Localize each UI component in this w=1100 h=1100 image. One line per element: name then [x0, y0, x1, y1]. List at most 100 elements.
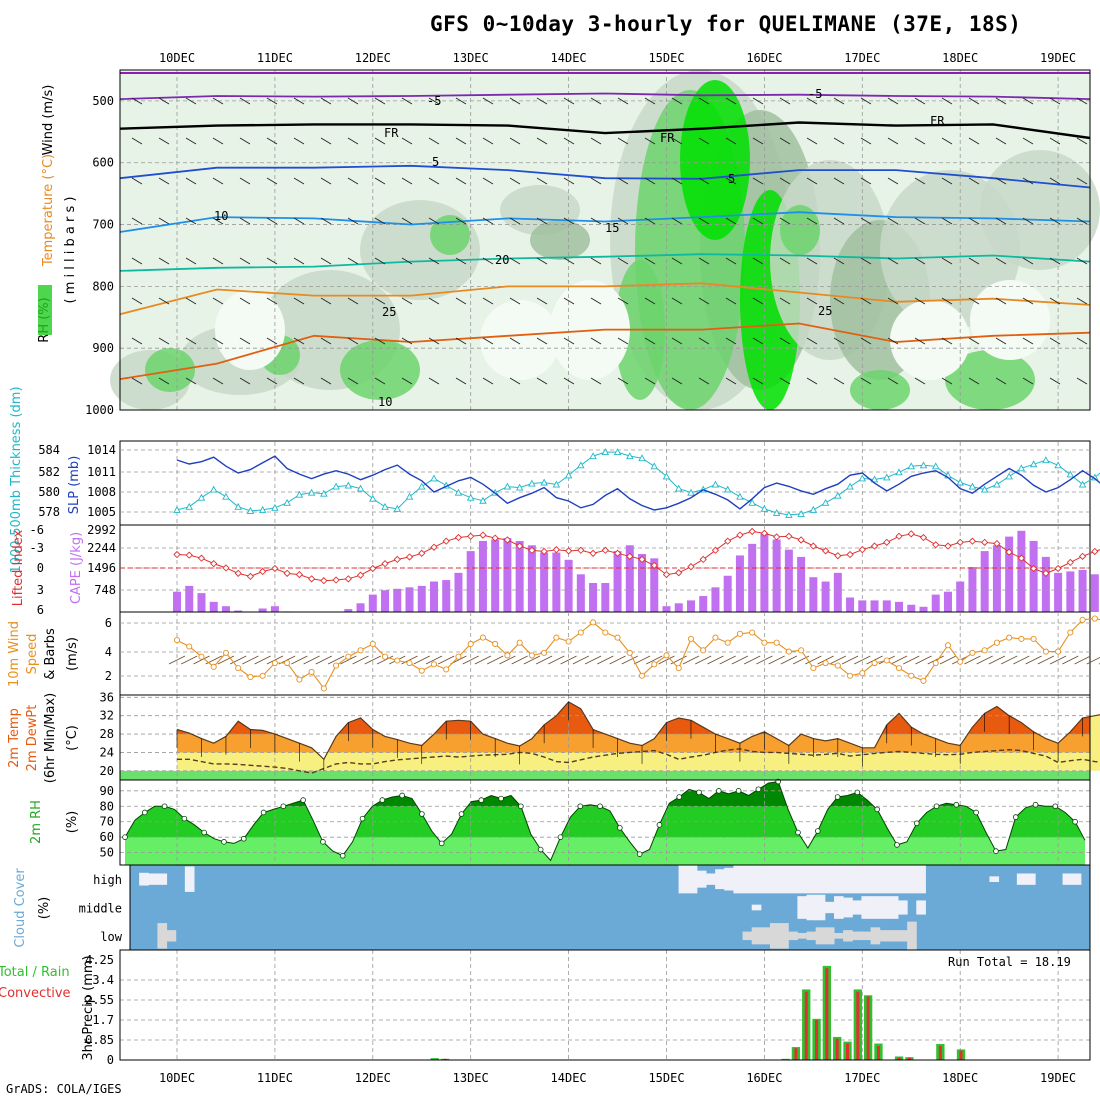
upper-wind-barb [509, 97, 521, 105]
cloud-high-cell [1026, 873, 1036, 885]
rh2m-point [636, 851, 643, 857]
upper-wind-barb [509, 377, 521, 385]
thickness-point [222, 492, 230, 500]
lifted-index-point [210, 560, 218, 568]
wind10m-point [908, 672, 915, 679]
lifted-index-point [601, 546, 609, 554]
upper-wind-barb [212, 137, 224, 145]
upper-wind-barb [320, 257, 332, 265]
upper-wind-barb [644, 97, 656, 105]
lifted-index-point [307, 575, 316, 583]
upper-wind-barb [644, 177, 656, 185]
upper-wind-barb [590, 377, 602, 385]
lifted-index-point [662, 570, 671, 579]
wind10m-barb [1086, 656, 1100, 665]
cloud-high-cell [989, 876, 1000, 882]
thickness-point [430, 474, 438, 482]
upper-wind-barb [887, 137, 899, 145]
wind10m-point [920, 677, 927, 684]
thickness-ytick: 582 [38, 465, 60, 479]
cape-bar [870, 600, 879, 612]
upper-wind-barb [968, 97, 980, 105]
thickness-point [454, 488, 463, 496]
upper-wind-barb [455, 217, 467, 225]
upper-wind-barb [590, 337, 602, 345]
upper-wind-barb [1022, 257, 1034, 265]
thickness-ytick: 578 [38, 505, 60, 519]
upper-wind-barb [725, 297, 737, 305]
wind10m-point [406, 659, 413, 667]
upper-wind-barb [968, 217, 980, 225]
wind10m-barb [560, 655, 577, 665]
wind10m-point [430, 661, 438, 668]
precip-conv-bar [866, 996, 870, 1060]
top-date-label: 19DEC [1040, 51, 1076, 65]
isotherm-line [119, 282, 1091, 316]
wind10m-point [1018, 635, 1025, 642]
bottom-date-label: 19DEC [1040, 1071, 1076, 1085]
cape-ylabel-li: Lifted Index [11, 529, 26, 606]
wind10m-point [675, 665, 682, 672]
upper-wind-barb [941, 217, 953, 225]
thickness-point [638, 454, 646, 462]
upper-wind-barb [158, 177, 170, 185]
rh2m-point [557, 834, 564, 840]
thickness-point [980, 485, 989, 493]
lifted-index-point [919, 533, 928, 542]
upper-wind-barb [563, 137, 575, 145]
thickness-point [870, 475, 879, 483]
wind10m-point [553, 634, 560, 641]
rh2m-point [339, 852, 346, 859]
thickness-point [931, 462, 940, 470]
upper-ylabel-wind: Wind (m/s) [41, 85, 56, 156]
lifted-index-point [381, 560, 389, 568]
wind10m-point [957, 658, 964, 665]
upper-wind-barb [266, 257, 278, 265]
precip-conv-bar [856, 991, 860, 1060]
upper-wind-barb [293, 297, 305, 305]
wind10m-point [944, 642, 952, 649]
wind10m-point [357, 647, 364, 654]
dewpt2m-line [177, 748, 1100, 774]
rh2m-ylabel: 2m RH [29, 800, 44, 844]
upper-wind-barb [455, 257, 467, 265]
upper-wind-barb [617, 297, 629, 305]
temp-ytick: 28 [100, 727, 114, 741]
upper-wind-barb [131, 137, 143, 145]
upper-wind-barb [158, 217, 170, 225]
cloud-level-label: low [100, 930, 122, 944]
thickness-ytick: 580 [38, 485, 60, 499]
cape-bar [760, 533, 769, 612]
rh2m-area-dark [125, 781, 1085, 807]
wind10m-point [235, 665, 242, 672]
rh2m-point [617, 825, 623, 831]
wind10m-barb [168, 655, 186, 665]
temp-area-mid [177, 701, 1090, 753]
rh2m-point [795, 829, 801, 836]
wind10m-point [1030, 635, 1037, 642]
cloud-low-cell [815, 927, 826, 945]
upper-wind-barb [833, 217, 845, 225]
wind10m-barb [572, 655, 590, 665]
lifted-index-point [760, 529, 769, 537]
lifted-index-point [271, 564, 279, 573]
upper-wind-barb [158, 97, 170, 105]
upper-wind-barb [941, 257, 953, 265]
top-date-label: 14DEC [551, 51, 587, 65]
lifted-index-point [589, 549, 597, 557]
upper-wind-barb [725, 177, 737, 185]
lifted-index-point [1078, 552, 1087, 560]
upper-wind-barb [509, 297, 521, 305]
upper-wind-barb [563, 377, 575, 385]
temp-band-base [120, 770, 1090, 780]
upper-wind-barb [806, 337, 818, 345]
thickness-point [197, 493, 206, 501]
wind10m-point [394, 657, 401, 664]
chart-title: GFS 0~10day 3-hourly for QUELIMANE (37E,… [430, 12, 1022, 36]
cloud-high-cell [861, 865, 872, 894]
wind-ylabel-3: & Barbs [43, 628, 58, 680]
lifted-index-point [552, 546, 560, 554]
cloud-high-cell [888, 865, 899, 894]
wind10m-point [602, 629, 609, 636]
upper-wind-barb [671, 137, 683, 145]
